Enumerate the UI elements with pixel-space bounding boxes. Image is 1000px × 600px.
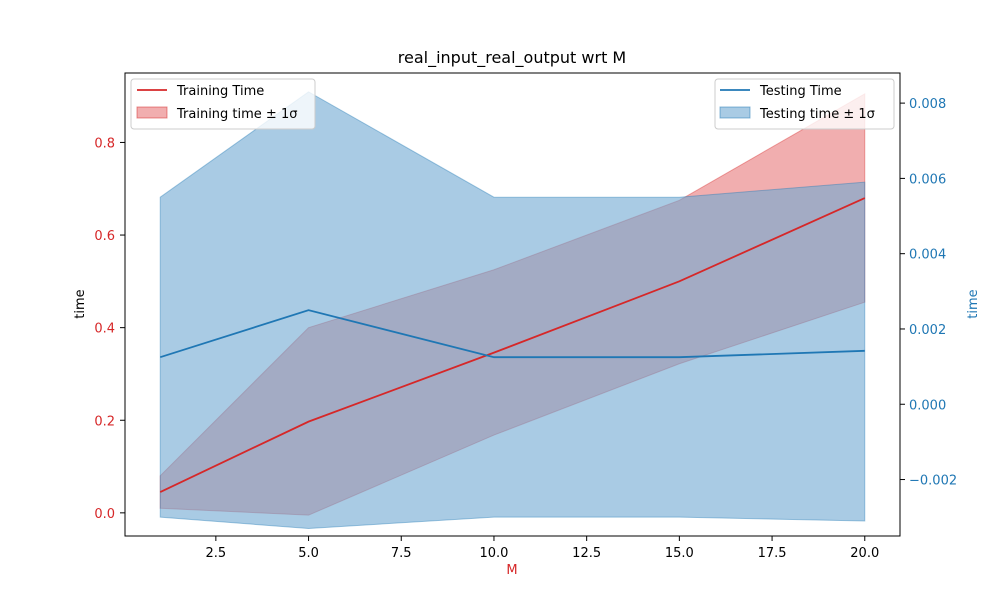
- series-lines: [159, 197, 866, 493]
- band-testing: [159, 91, 866, 529]
- legend-left: Training Time Training time ± 1σ: [130, 78, 316, 130]
- y-right-tick-label: 0.004: [909, 248, 946, 263]
- y-left-tick-label: 0.8: [94, 136, 115, 151]
- legend-testing-band-swatch: [719, 106, 751, 119]
- plot-frame: [124, 72, 901, 537]
- x-axis: 2.5 5.0 7.5 10.0 12.5 15.0 17.5 20.0: [206, 536, 879, 561]
- y-left-tick-label: 0.2: [94, 414, 115, 429]
- chart-title: real_input_real_output wrt M: [398, 48, 626, 68]
- y-left-tick-label: 0.0: [94, 507, 115, 522]
- x-tick-label: 12.5: [572, 546, 601, 561]
- y-right-tick-label: 0.006: [909, 172, 946, 187]
- y-right-tick-label: 0.008: [909, 97, 946, 112]
- confidence-bands: [159, 91, 866, 529]
- y-right-tick-label: 0.000: [909, 398, 946, 413]
- x-tick-label: 2.5: [206, 546, 227, 561]
- x-tick-label: 20.0: [850, 546, 879, 561]
- y-axis-right-label: time: [966, 289, 981, 318]
- y-right-tick-label: 0.002: [909, 323, 946, 338]
- legend-right: Testing Time Testing time ± 1σ: [714, 78, 895, 130]
- legend-training-band-swatch: [136, 106, 168, 119]
- x-tick-label: 10.0: [479, 546, 508, 561]
- legend-left-box: [130, 78, 316, 130]
- y-axis-left-label: time: [73, 289, 88, 318]
- y-left-tick-label: 0.4: [94, 322, 115, 337]
- x-axis-label: M: [506, 563, 517, 578]
- y-right-tick-label: −0.002: [909, 474, 957, 489]
- x-tick-label: 15.0: [665, 546, 694, 561]
- legend-right-box: [714, 78, 895, 130]
- legend-training-band-label: Training time ± 1σ: [176, 107, 297, 122]
- y-left-tick-label: 0.6: [94, 229, 115, 244]
- legend-testing-label: Testing Time: [759, 84, 842, 99]
- x-tick-label: 17.5: [758, 546, 787, 561]
- y-axis-right: −0.002 0.000 0.002 0.004 0.006 0.008: [900, 97, 957, 489]
- x-tick-label: 7.5: [391, 546, 412, 561]
- legend-testing-band-label: Testing time ± 1σ: [759, 107, 875, 122]
- legend-training-label: Training Time: [176, 84, 264, 99]
- x-tick-label: 5.0: [298, 546, 319, 561]
- y-axis-left: 0.0 0.2 0.4 0.6 0.8: [94, 136, 125, 522]
